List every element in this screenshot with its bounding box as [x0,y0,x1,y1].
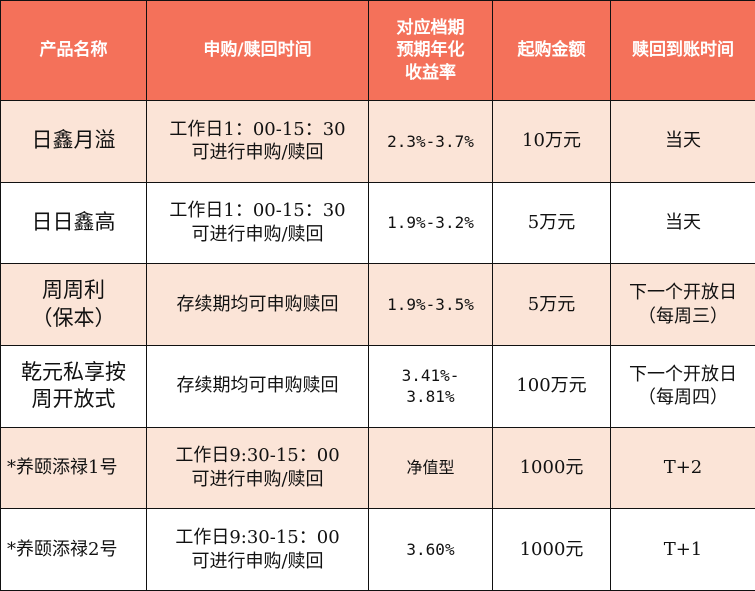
settlement-cell: 下一个开放日 （每周三） [610,263,755,346]
expected-yield-line2: 3.81% [406,387,455,407]
expected-yield-cell: 2.3%-3.7% [368,100,493,183]
expected-yield-cell: 1.9%-3.5% [368,263,493,346]
subscription-time-line2: 可进行申购/赎回 [191,223,324,245]
settlement-cell: 当天 [610,181,755,265]
min-amount-cell: 1000元 [492,426,611,510]
min-amount-cell: 5万元 [492,181,611,265]
expected-yield-cell: 1.9%-3.2% [368,181,493,265]
header-expected-yield: 对应档期 预期年化 收益率 [368,0,493,101]
settlement-time-line2: （每周四） [638,387,728,409]
table-row: 乾元私享按 周开放式 存续期均可申购赎回 3.41%- 3.81% 100万元 … [0,344,755,428]
header-min-amount: 起购金额 [492,0,611,101]
min-amount-cell: 10万元 [492,100,611,183]
settlement-time: T+2 [663,457,703,479]
header-yield-line2: 预期年化 [396,40,465,61]
settlement-time: T+1 [663,538,703,560]
product-name: 日鑫月溢 [31,128,116,153]
min-amount-cell: 100万元 [492,344,611,428]
expected-yield: 2.3%-3.7% [387,131,474,151]
header-yield-line1: 对应档期 [396,17,465,38]
header-yield-line3: 收益率 [405,62,456,83]
table-row: *养颐添禄2号 工作日9:30-15：00 可进行申购/赎回 3.60% 100… [0,508,755,591]
expected-yield: 3.60% [406,540,455,560]
subscription-time-cell: 工作日1：00-15：30 可进行申购/赎回 [146,181,369,265]
expected-yield-cell: 3.60% [368,508,493,591]
header-subscription-time: 申购/赎回时间 [146,0,369,101]
subscription-time-line1: 存续期均可申购赎回 [176,375,339,397]
subscription-time-line1: 工作日1：00-15：30 [169,118,346,140]
product-name: 日日鑫高 [31,210,116,235]
header-row: 产品名称 申购/赎回时间 对应档期 预期年化 收益率 起购金额 赎回到账时间 [0,0,755,101]
subscription-time-line2: 可进行申购/赎回 [191,142,324,164]
expected-yield-cell: 净值型 [368,426,493,510]
expected-yield-cell: 3.41%- 3.81% [368,344,493,428]
expected-yield: 1.9%-3.5% [387,295,474,315]
table-row: 周周利 （保本） 存续期均可申购赎回 1.9%-3.5% 5万元 下一个开放日 … [0,263,755,346]
subscription-time-line1: 工作日9:30-15：00 [175,445,340,467]
settlement-time: 当天 [665,130,701,152]
product-name-cell: *养颐添禄2号 [0,508,147,591]
product-name-cell: 乾元私享按 周开放式 [0,344,147,428]
product-name-line2: 周开放式 [31,387,116,412]
subscription-time-cell: 工作日1：00-15：30 可进行申购/赎回 [146,100,369,183]
settlement-cell: T+2 [610,426,755,510]
settlement-cell: 当天 [610,100,755,183]
subscription-time-line1: 工作日9:30-15：00 [175,526,340,548]
product-name-cell: 周周利 （保本） [0,263,147,346]
min-amount-cell: 5万元 [492,263,611,346]
product-name-cell: 日鑫月溢 [0,100,147,183]
header-product-name: 产品名称 [0,0,147,101]
header-settlement-time: 赎回到账时间 [610,0,755,101]
table-row: 日鑫月溢 工作日1：00-15：30 可进行申购/赎回 2.3%-3.7% 10… [0,100,755,183]
settlement-cell: T+1 [610,508,755,591]
settlement-time-line1: 下一个开放日 [629,363,737,385]
expected-yield: 1.9%-3.2% [387,213,474,233]
expected-yield-line1: 3.41%- [401,366,460,386]
subscription-time-line2: 可进行申购/赎回 [191,468,324,490]
subscription-time-line2: 可进行申购/赎回 [191,550,324,572]
table-row: *养颐添禄1号 工作日9:30-15：00 可进行申购/赎回 净值型 1000元… [0,426,755,510]
product-name-line1: 周周利 [42,277,105,302]
product-name-line2: （保本） [31,305,116,330]
product-name-cell: 日日鑫高 [0,181,147,265]
expected-yield: 净值型 [406,458,455,478]
product-name-line1: 乾元私享按 [21,359,126,384]
subscription-time-cell: 存续期均可申购赎回 [146,263,369,346]
settlement-time: 当天 [665,212,701,234]
subscription-time-cell: 存续期均可申购赎回 [146,344,369,428]
table-row: 日日鑫高 工作日1：00-15：30 可进行申购/赎回 1.9%-3.2% 5万… [0,181,755,265]
subscription-time-cell: 工作日9:30-15：00 可进行申购/赎回 [146,508,369,591]
product-name: *养颐添禄1号 [7,457,118,479]
product-name: *养颐添禄2号 [7,538,118,560]
subscription-time-line1: 工作日1：00-15：30 [169,200,346,222]
settlement-time-line1: 下一个开放日 [629,281,737,303]
settlement-cell: 下一个开放日 （每周四） [610,344,755,428]
product-name-cell: *养颐添禄1号 [0,426,147,510]
subscription-time-line1: 存续期均可申购赎回 [176,293,339,315]
min-amount-cell: 1000元 [492,508,611,591]
subscription-time-cell: 工作日9:30-15：00 可进行申购/赎回 [146,426,369,510]
settlement-time-line2: （每周三） [638,305,728,327]
